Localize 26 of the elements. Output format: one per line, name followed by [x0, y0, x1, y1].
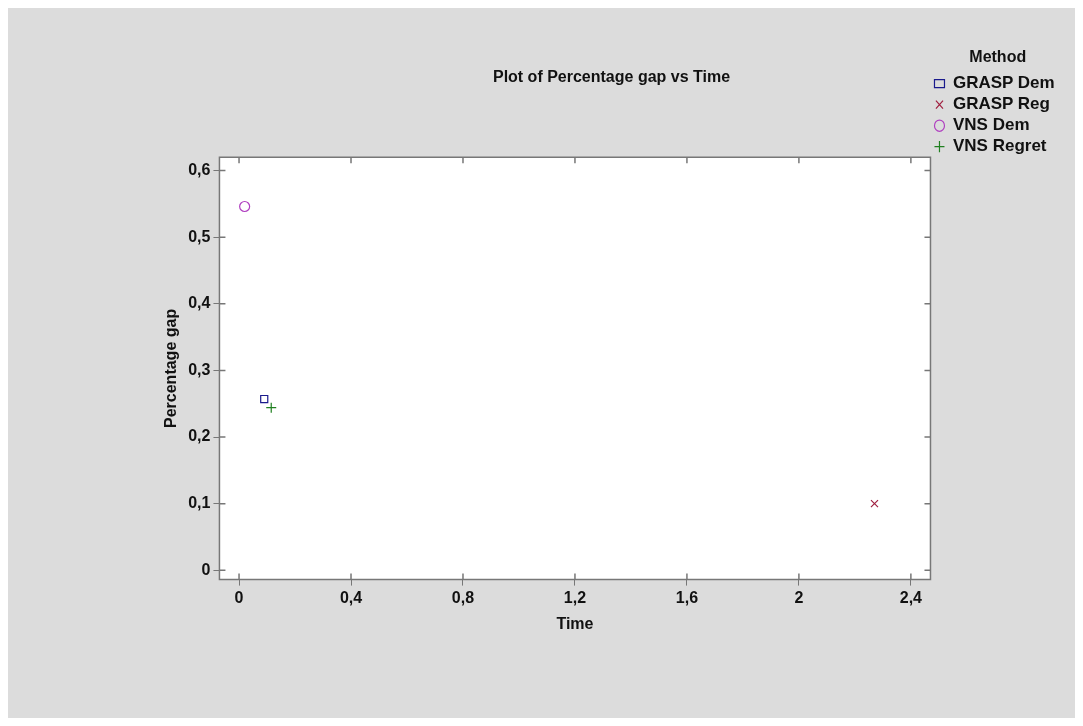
y-tick-label: 0,3 — [188, 360, 211, 378]
y-tick-label: 0,2 — [188, 427, 211, 445]
legend-label: VNS Dem — [952, 115, 1030, 135]
point — [239, 200, 251, 213]
x-tick-label: 2 — [794, 588, 804, 606]
legend-title: Method — [969, 48, 1027, 66]
point — [870, 499, 879, 508]
x-tick-label: 1,2 — [563, 588, 587, 606]
chart-title: Plot of Percentage gap vs Time — [492, 68, 731, 86]
x-tick-label: 1,6 — [675, 588, 699, 606]
y-tick-label: 0,5 — [188, 227, 211, 245]
x-tick-label: 0 — [234, 588, 244, 606]
x-tick-label: 0,4 — [339, 588, 363, 606]
x-tick-label: 0,8 — [451, 588, 475, 606]
x-axis-title: Time — [556, 614, 594, 632]
point — [265, 402, 277, 414]
legend-label: VNS Regret — [952, 136, 1047, 156]
y-axis-title: Percentage gap — [162, 308, 180, 428]
y-tick-label: 0 — [201, 560, 211, 578]
legend-label: GRASP Reg — [952, 94, 1050, 114]
y-tick-label: 0,1 — [188, 494, 211, 512]
x-tick-label: 2,4 — [899, 588, 923, 606]
point — [260, 394, 269, 404]
y-tick-label: 0,4 — [188, 294, 211, 312]
legend-label: GRASP Dem — [952, 73, 1055, 93]
y-tick-label: 0,6 — [188, 160, 211, 178]
